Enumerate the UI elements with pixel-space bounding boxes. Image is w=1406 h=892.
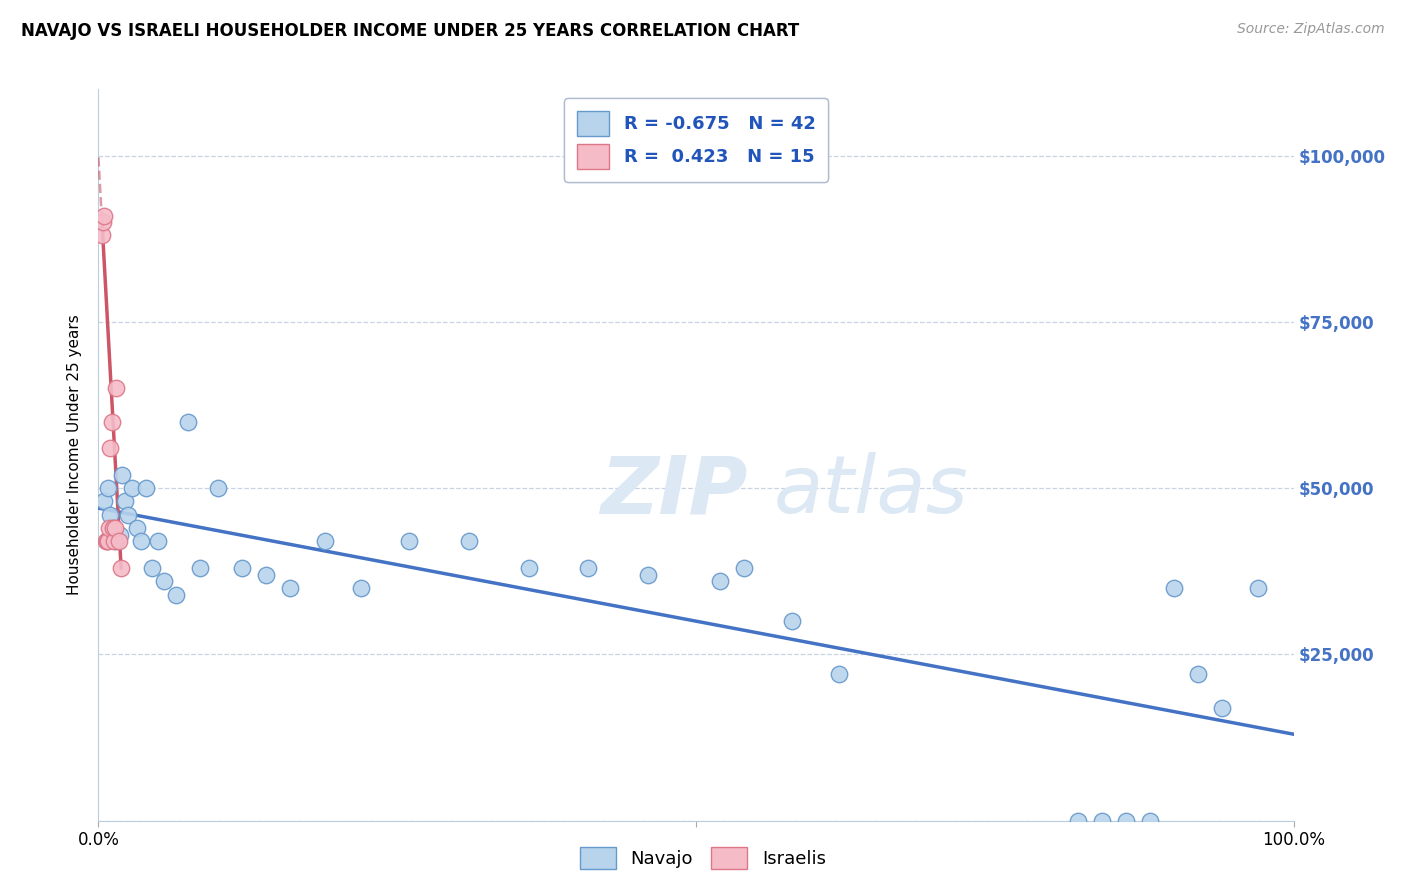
Point xyxy=(1163,581,1185,595)
Y-axis label: Householder Income Under 25 years: Householder Income Under 25 years xyxy=(67,315,83,595)
Point xyxy=(177,415,200,429)
Point xyxy=(637,567,659,582)
Point xyxy=(108,527,131,541)
Point xyxy=(1211,700,1233,714)
Point xyxy=(517,561,540,575)
Point xyxy=(121,481,143,495)
Point xyxy=(131,534,153,549)
Point xyxy=(97,534,120,549)
Point xyxy=(458,534,481,549)
Point xyxy=(91,215,114,229)
Point xyxy=(315,534,337,549)
Point xyxy=(104,521,127,535)
Point xyxy=(207,481,229,495)
Point xyxy=(103,534,125,549)
Point xyxy=(93,494,115,508)
Point xyxy=(1139,814,1161,828)
Point xyxy=(1187,667,1209,681)
Point xyxy=(1115,814,1137,828)
Point xyxy=(100,415,122,429)
Text: NAVAJO VS ISRAELI HOUSEHOLDER INCOME UNDER 25 YEARS CORRELATION CHART: NAVAJO VS ISRAELI HOUSEHOLDER INCOME UND… xyxy=(21,22,800,40)
Point xyxy=(1247,581,1270,595)
Point xyxy=(278,581,301,595)
Point xyxy=(188,561,211,575)
Point xyxy=(96,534,118,549)
Point xyxy=(148,534,170,549)
Point xyxy=(709,574,731,589)
Point xyxy=(141,561,163,575)
Point xyxy=(114,494,136,508)
Point xyxy=(578,561,600,575)
Point xyxy=(105,534,128,549)
Point xyxy=(98,521,121,535)
Legend: Navajo, Israelis: Navajo, Israelis xyxy=(571,838,835,879)
Point xyxy=(780,614,803,628)
Point xyxy=(733,561,755,575)
Point xyxy=(231,561,253,575)
Text: ZIP: ZIP xyxy=(600,452,748,531)
Point xyxy=(398,534,420,549)
Point xyxy=(93,209,115,223)
Point xyxy=(107,534,129,549)
Text: atlas: atlas xyxy=(773,452,969,531)
Point xyxy=(165,588,187,602)
Point xyxy=(101,521,124,535)
Text: Source: ZipAtlas.com: Source: ZipAtlas.com xyxy=(1237,22,1385,37)
Point xyxy=(97,481,120,495)
Point xyxy=(94,534,117,549)
Point xyxy=(101,521,124,535)
Point xyxy=(125,521,148,535)
Legend: R = -0.675   N = 42, R =  0.423   N = 15: R = -0.675 N = 42, R = 0.423 N = 15 xyxy=(564,98,828,182)
Point xyxy=(1091,814,1114,828)
Point xyxy=(1067,814,1090,828)
Point xyxy=(117,508,139,522)
Point xyxy=(91,228,114,243)
Point xyxy=(135,481,157,495)
Point xyxy=(98,508,122,522)
Point xyxy=(153,574,176,589)
Point xyxy=(350,581,373,595)
Point xyxy=(254,567,277,582)
Point xyxy=(828,667,851,681)
Point xyxy=(98,442,122,456)
Point xyxy=(110,561,132,575)
Point xyxy=(105,381,128,395)
Point xyxy=(111,467,134,482)
